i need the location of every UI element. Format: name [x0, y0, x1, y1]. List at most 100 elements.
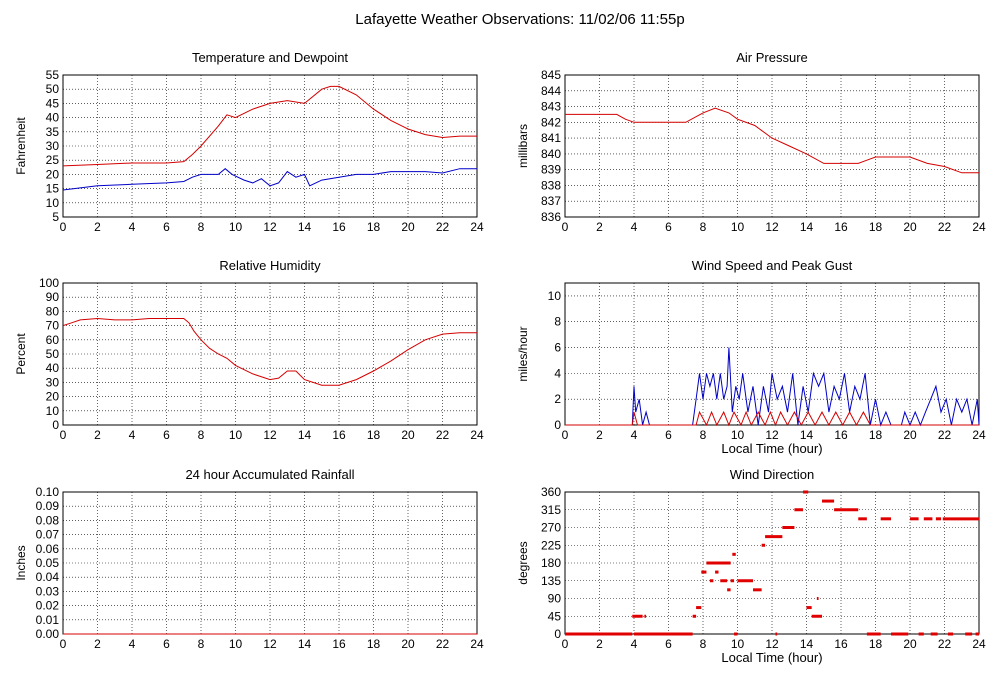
x-tick-label: 12 [263, 220, 277, 234]
x-tick-label: 14 [298, 428, 312, 442]
x-tick-label: 4 [129, 637, 136, 651]
y-tick-label: 0.04 [36, 570, 60, 584]
x-tick-label: 20 [903, 428, 917, 442]
x-tick-label: 22 [436, 220, 450, 234]
x-tick-label: 6 [665, 220, 672, 234]
y-tick-label: 836 [541, 210, 561, 224]
x-tick-label: 18 [367, 428, 381, 442]
y-axis-label: Percent [14, 333, 28, 375]
x-tick-label: 18 [367, 637, 381, 651]
y-tick-label: 0.00 [36, 627, 60, 641]
y-tick-label: 30 [46, 139, 60, 153]
y-tick-label: 70 [46, 319, 60, 333]
y-tick-label: 2 [554, 392, 561, 406]
series-line-1 [565, 410, 979, 427]
x-tick-label: 18 [869, 428, 883, 442]
x-tick-label: 4 [631, 637, 638, 651]
x-tick-label: 4 [129, 428, 136, 442]
chart-title: 24 hour Accumulated Rainfall [185, 467, 354, 482]
x-tick-label: 2 [596, 220, 603, 234]
y-tick-label: 20 [46, 390, 60, 404]
x-tick-label: 6 [665, 428, 672, 442]
plot-frame [564, 282, 980, 426]
y-tick-label: 315 [541, 503, 561, 517]
x-tick-label: 18 [869, 637, 883, 651]
y-tick-label: 0.09 [36, 499, 60, 513]
x-tick-label: 14 [800, 428, 814, 442]
y-tick-label: 15 [46, 182, 60, 196]
y-tick-label: 4 [554, 366, 561, 380]
x-tick-label: 20 [401, 220, 415, 234]
x-tick-label: 16 [332, 220, 346, 234]
x-tick-label: 24 [470, 428, 484, 442]
x-tick-label: 0 [60, 220, 67, 234]
y-tick-label: 840 [541, 147, 561, 161]
x-tick-label: 12 [765, 637, 779, 651]
y-axis-label: Inches [14, 545, 28, 580]
x-tick-label: 20 [903, 637, 917, 651]
x-tick-label: 8 [700, 637, 707, 651]
x-tick-label: 24 [470, 220, 484, 234]
x-tick-label: 14 [800, 220, 814, 234]
x-tick-label: 18 [367, 220, 381, 234]
x-tick-label: 10 [731, 428, 745, 442]
chart-title: Wind Direction [730, 467, 815, 482]
x-tick-label: 2 [94, 637, 101, 651]
x-tick-label: 6 [163, 220, 170, 234]
y-tick-label: 0.10 [36, 485, 60, 499]
y-tick-label: 45 [46, 96, 60, 110]
series-line-0 [62, 317, 477, 386]
y-tick-label: 0 [554, 418, 561, 432]
x-tick-label: 12 [263, 637, 277, 651]
x-tick-label: 4 [631, 428, 638, 442]
x-tick-label: 16 [834, 220, 848, 234]
x-tick-label: 2 [94, 428, 101, 442]
y-tick-label: 50 [46, 347, 60, 361]
y-tick-label: 0 [554, 627, 561, 641]
x-tick-label: 12 [765, 220, 779, 234]
x-tick-label: 14 [298, 220, 312, 234]
y-tick-label: 5 [52, 210, 59, 224]
y-axis-label: Fahrenheit [14, 117, 28, 175]
chart-title: Air Pressure [736, 50, 808, 65]
x-tick-label: 0 [562, 428, 569, 442]
x-tick-label: 24 [972, 220, 986, 234]
x-tick-label: 20 [401, 428, 415, 442]
plot-frame [62, 282, 478, 426]
chart-title: Relative Humidity [219, 258, 321, 273]
x-tick-label: 0 [60, 637, 67, 651]
x-tick-label: 22 [938, 220, 952, 234]
y-tick-label: 838 [541, 178, 561, 192]
x-axis-label: Local Time (hour) [721, 650, 822, 665]
y-tick-label: 0.06 [36, 542, 60, 556]
y-tick-label: 225 [541, 538, 561, 552]
y-tick-label: 30 [46, 375, 60, 389]
x-tick-label: 8 [700, 220, 707, 234]
x-tick-label: 6 [163, 428, 170, 442]
x-tick-label: 16 [834, 428, 848, 442]
y-tick-label: 40 [46, 361, 60, 375]
series-line-0 [62, 85, 477, 167]
y-tick-label: 60 [46, 333, 60, 347]
x-tick-label: 2 [596, 637, 603, 651]
y-tick-label: 180 [541, 556, 561, 570]
y-axis-label: miles/hour [516, 326, 530, 381]
y-tick-label: 10 [46, 404, 60, 418]
y-tick-label: 90 [548, 592, 562, 606]
y-tick-label: 6 [554, 341, 561, 355]
y-tick-label: 841 [541, 131, 561, 145]
y-axis-label: millibars [516, 124, 530, 168]
x-tick-label: 6 [665, 637, 672, 651]
x-tick-label: 14 [800, 637, 814, 651]
x-axis-label: Local Time (hour) [721, 441, 822, 456]
x-tick-label: 2 [94, 220, 101, 234]
x-tick-label: 0 [60, 428, 67, 442]
x-tick-label: 10 [731, 220, 745, 234]
x-tick-label: 8 [198, 428, 205, 442]
x-tick-label: 8 [198, 220, 205, 234]
x-tick-label: 22 [938, 428, 952, 442]
